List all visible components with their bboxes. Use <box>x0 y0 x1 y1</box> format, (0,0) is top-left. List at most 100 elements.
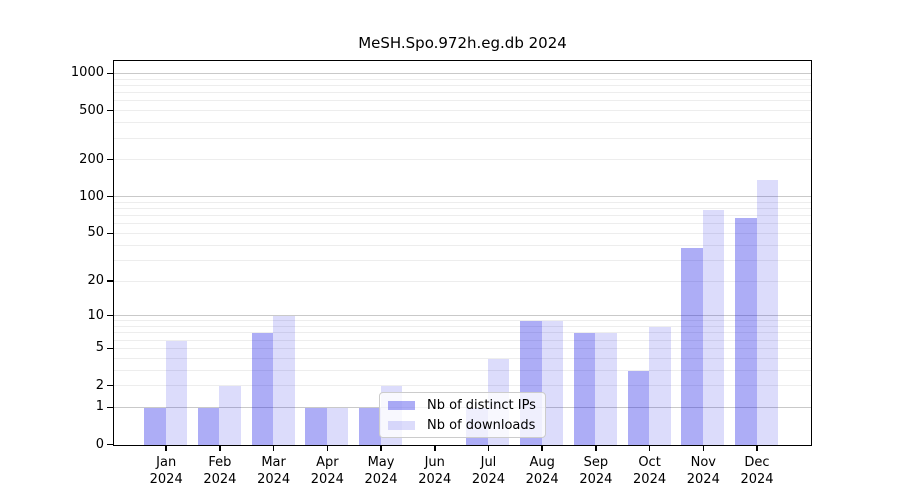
x-tick-label: Sep 2024 <box>556 454 636 488</box>
gridline-minor <box>114 84 811 86</box>
x-tick-label: Jul 2024 <box>448 454 528 488</box>
gridline-minor <box>114 232 811 234</box>
bar-nov-downloads <box>702 210 725 445</box>
x-tick-label: Mar 2024 <box>234 454 314 488</box>
x-tick-month: Apr <box>316 455 339 470</box>
x-tick <box>434 446 436 451</box>
x-tick-label: Oct 2024 <box>610 454 690 488</box>
x-tick-label: Dec 2024 <box>717 454 797 488</box>
gridline-minor <box>114 369 811 371</box>
x-tick <box>165 446 167 451</box>
gridline-minor <box>114 137 811 139</box>
y-tick <box>107 347 114 350</box>
gridline-minor <box>114 110 811 112</box>
gridline-minor <box>114 280 811 282</box>
x-tick-year: 2024 <box>525 472 559 487</box>
x-tick-year: 2024 <box>471 472 505 487</box>
gridline-minor <box>114 122 811 124</box>
legend-item: Nb of downloads <box>388 417 536 433</box>
bar-jan-ips <box>144 407 166 445</box>
y-tick-label: 500 <box>79 102 104 118</box>
bar-jan-downloads <box>165 340 188 445</box>
x-tick-label: Aug 2024 <box>502 454 582 488</box>
y-tick <box>107 109 114 112</box>
x-tick-year: 2024 <box>203 472 237 487</box>
x-tick <box>487 446 490 451</box>
x-tick <box>326 446 329 451</box>
x-tick <box>595 446 597 451</box>
y-tick <box>107 280 114 282</box>
x-tick <box>219 446 221 451</box>
x-tick <box>648 446 651 451</box>
y-tick-label: 100 <box>79 188 104 204</box>
x-tick-month: Feb <box>208 455 232 470</box>
x-tick-month: Nov <box>690 455 716 470</box>
gridline-minor <box>114 92 811 94</box>
y-tick <box>107 384 114 387</box>
legend-item-label: Nb of distinct IPs <box>427 397 536 413</box>
gridline-major <box>114 315 811 317</box>
gridline-major <box>114 196 811 198</box>
gridline-minor <box>114 244 811 246</box>
x-tick-month: Sep <box>583 455 609 470</box>
x-tick-month: Mar <box>261 455 286 470</box>
x-tick-label: May 2024 <box>341 454 421 488</box>
gridline-minor <box>114 78 811 80</box>
x-tick-month: Jun <box>424 455 445 470</box>
x-tick-year: 2024 <box>149 472 183 487</box>
x-tick-label: Nov 2024 <box>663 454 743 488</box>
gridline-minor <box>114 385 811 386</box>
bar-feb-ips <box>197 407 220 445</box>
gridline-minor <box>114 320 811 322</box>
x-tick <box>702 446 705 451</box>
y-tick <box>107 406 114 409</box>
gridline-minor <box>114 259 811 261</box>
gridline-minor <box>114 215 811 217</box>
bar-nov-ips <box>681 248 703 445</box>
y-tick-label: 50 <box>87 225 104 241</box>
bar-mar-ips <box>251 333 274 445</box>
bar-aug-downloads <box>541 321 564 445</box>
y-tick-label: 1 <box>95 399 104 415</box>
bar-apr-ips <box>305 407 327 445</box>
legend-swatch <box>388 420 415 430</box>
legend-item-label: Nb of downloads <box>427 417 536 433</box>
gridline-minor <box>114 332 811 334</box>
x-tick-label: Jan 2024 <box>126 454 206 488</box>
y-tick-label: 0 <box>95 436 104 452</box>
x-tick-month: Oct <box>638 455 661 470</box>
gridline-minor <box>114 347 811 349</box>
legend: Nb of distinct IPs Nb of downloads <box>379 392 546 438</box>
x-tick-year: 2024 <box>633 472 667 487</box>
y-tick <box>107 232 114 235</box>
y-tick-label: 20 <box>87 273 104 288</box>
x-tick-label: Apr 2024 <box>287 454 367 488</box>
x-tick <box>756 446 758 451</box>
gridline-minor <box>114 159 811 161</box>
bar-dec-downloads <box>756 180 778 445</box>
x-tick <box>272 446 275 451</box>
y-tick-label: 5 <box>95 340 104 356</box>
bar-sep-ips <box>573 333 596 445</box>
x-tick-month: Dec <box>744 455 770 470</box>
y-tick <box>107 195 114 198</box>
gridline-minor <box>114 201 811 203</box>
x-tick-label: Jun 2024 <box>395 454 475 488</box>
chart-title: MeSH.Spo.972h.eg.db 2024 <box>358 34 567 52</box>
x-tick-year: 2024 <box>364 472 398 487</box>
x-tick-year: 2024 <box>418 472 452 487</box>
bar-feb-downloads <box>219 386 241 445</box>
plot-area <box>113 60 812 446</box>
x-tick-year: 2024 <box>686 472 720 487</box>
y-tick <box>107 314 114 317</box>
x-tick-month: Jul <box>480 455 497 470</box>
y-tick <box>107 158 114 161</box>
x-tick-year: 2024 <box>310 472 344 487</box>
bar-dec-ips <box>735 218 757 445</box>
x-tick-month: Jan <box>156 455 177 470</box>
bar-may-ips <box>359 407 381 445</box>
x-tick-year: 2024 <box>740 472 774 487</box>
legend-item: Nb of distinct IPs <box>388 397 536 413</box>
x-tick-year: 2024 <box>257 472 291 487</box>
